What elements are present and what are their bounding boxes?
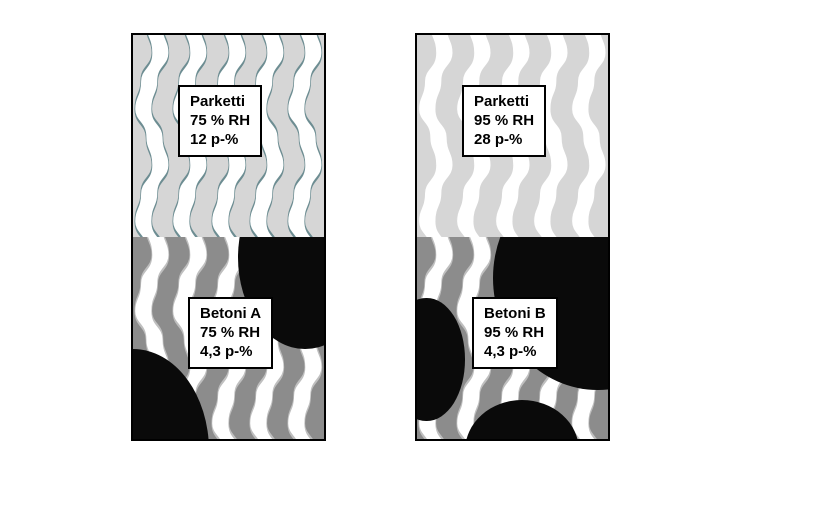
panel-1-top: Parketti95 % RH28 p-% [417,35,608,239]
texture-wave [280,35,324,239]
relative-humidity: 95 % RH [484,324,546,343]
material-name: Parketti [190,93,250,112]
panel-1-bottom: Betoni B95 % RH4,3 p-% [417,237,608,439]
moisture-percent: 4,3 p-% [200,343,261,362]
material-name: Parketti [474,93,534,112]
material-name: Betoni B [484,305,546,324]
moisture-percent: 4,3 p-% [484,343,546,362]
moisture-percent: 28 p-% [474,131,534,150]
material-panel-1: Parketti95 % RH28 p-%Betoni B95 % RH4,3 … [415,33,610,441]
relative-humidity: 75 % RH [190,112,250,131]
value-label-box: Betoni A75 % RH4,3 p-% [188,297,273,369]
value-label-box: Parketti95 % RH28 p-% [462,85,546,157]
relative-humidity: 75 % RH [200,324,261,343]
relative-humidity: 95 % RH [474,112,534,131]
panel-0-bottom: Betoni A75 % RH4,3 p-% [133,237,324,439]
moisture-percent: 12 p-% [190,131,250,150]
material-panel-0: Parketti75 % RH12 p-%Betoni A75 % RH4,3 … [131,33,326,441]
panel-0-top: Parketti75 % RH12 p-% [133,35,324,239]
value-label-box: Betoni B95 % RH4,3 p-% [472,297,558,369]
material-name: Betoni A [200,305,261,324]
value-label-box: Parketti75 % RH12 p-% [178,85,262,157]
texture-wave [564,35,608,239]
